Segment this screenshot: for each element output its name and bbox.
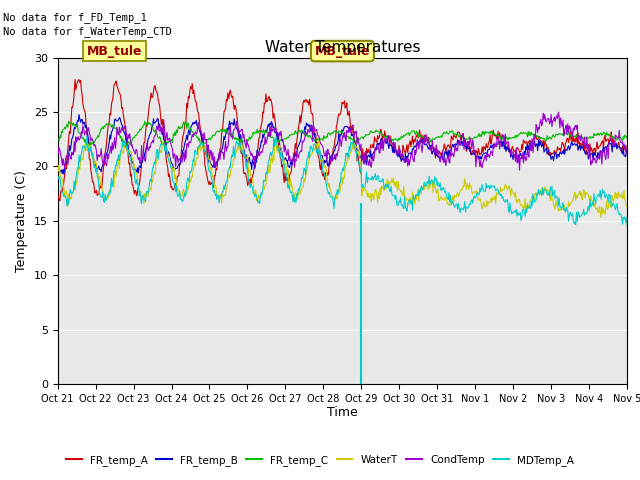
Text: MB_tule: MB_tule	[315, 45, 370, 58]
Text: MB_tule: MB_tule	[87, 45, 142, 58]
Legend: FR_temp_A, FR_temp_B, FR_temp_C, WaterT, CondTemp, MDTemp_A: FR_temp_A, FR_temp_B, FR_temp_C, WaterT,…	[62, 451, 578, 470]
X-axis label: Time: Time	[327, 407, 358, 420]
Text: No data for f_FD_Temp_1: No data for f_FD_Temp_1	[3, 12, 147, 23]
Title: Water Temperatures: Water Temperatures	[265, 40, 420, 55]
Y-axis label: Temperature (C): Temperature (C)	[15, 170, 28, 272]
Text: No data for f_WaterTemp_CTD: No data for f_WaterTemp_CTD	[3, 26, 172, 37]
